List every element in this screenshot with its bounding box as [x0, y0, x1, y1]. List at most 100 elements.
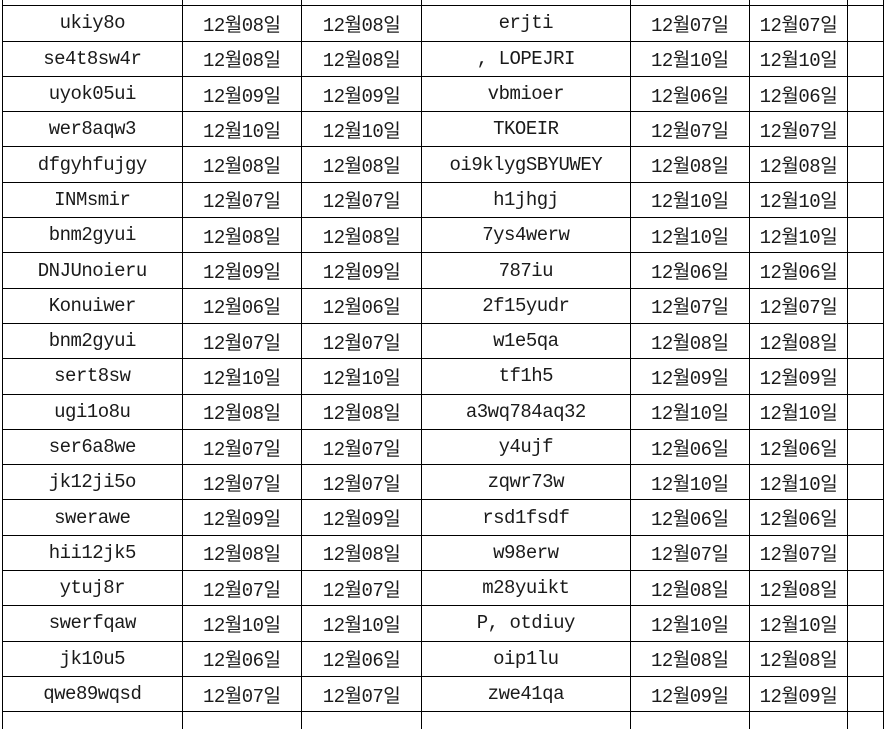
table-cell[interactable]: 12월07일 — [300, 675, 423, 713]
table-cell[interactable]: 12월06일 — [629, 428, 750, 466]
table-cell[interactable]: 12월10일 — [300, 111, 423, 148]
table-cell[interactable]: zwe41qa — [421, 675, 631, 713]
table-cell[interactable]: 12월07일 — [629, 287, 750, 324]
table-cell[interactable]: 12월08일 — [300, 5, 423, 42]
table-cell[interactable] — [846, 5, 884, 42]
table-cell[interactable]: 12월09일 — [300, 75, 423, 113]
table-cell[interactable]: 12월06일 — [300, 640, 423, 677]
table-cell[interactable]: 12월07일 — [748, 111, 848, 148]
table-cell[interactable] — [846, 217, 884, 254]
table-cell[interactable]: 12월10일 — [300, 358, 423, 395]
table-cell[interactable] — [846, 181, 884, 219]
table-cell[interactable]: qwe89wqsd — [2, 675, 183, 713]
table-cell[interactable]: 12월06일 — [748, 428, 848, 466]
table-cell[interactable]: 12월07일 — [629, 111, 750, 148]
table-cell[interactable]: 12월08일 — [300, 393, 423, 430]
table-cell[interactable]: 12월08일 — [629, 640, 750, 677]
table-cell[interactable]: hii12jk5 — [2, 534, 183, 572]
table-cell[interactable] — [846, 322, 884, 360]
table-cell[interactable]: 12월07일 — [181, 428, 302, 466]
table-cell[interactable]: 12월10일 — [748, 393, 848, 430]
table-cell[interactable]: swerfqaw — [2, 605, 183, 642]
table-cell[interactable] — [846, 393, 884, 430]
table-cell[interactable]: 12월09일 — [181, 499, 302, 536]
table-cell[interactable]: 12월06일 — [748, 499, 848, 536]
table-cell[interactable]: 12월08일 — [300, 40, 423, 77]
table-cell[interactable]: 7ys4werw — [421, 217, 631, 254]
table-cell[interactable] — [846, 605, 884, 642]
table-cell[interactable]: 12월07일 — [181, 675, 302, 713]
table-cell[interactable]: 12월06일 — [748, 75, 848, 113]
table-cell[interactable]: ugi1o8u — [2, 393, 183, 430]
table-cell[interactable] — [846, 675, 884, 713]
table-cell[interactable]: 12월07일 — [300, 570, 423, 607]
table-cell[interactable]: a3wq784aq32 — [421, 393, 631, 430]
table-cell[interactable]: 12월10일 — [748, 605, 848, 642]
table-cell[interactable]: 12월09일 — [629, 358, 750, 395]
table-cell[interactable]: w1e5qa — [421, 322, 631, 360]
table-cell[interactable] — [846, 75, 884, 113]
table-cell[interactable]: 12월08일 — [181, 5, 302, 42]
table-cell[interactable]: se4t8sw4r — [2, 40, 183, 77]
table-cell[interactable]: 12월08일 — [748, 570, 848, 607]
table-cell[interactable]: DNJUnoieru — [2, 252, 183, 289]
table-cell[interactable]: 12월07일 — [300, 428, 423, 466]
table-cell[interactable] — [846, 287, 884, 324]
table-cell[interactable]: 12월10일 — [748, 40, 848, 77]
table-cell[interactable]: 12월07일 — [300, 464, 423, 501]
table-cell[interactable]: 12월07일 — [181, 570, 302, 607]
table-cell[interactable]: ytuj8r — [2, 570, 183, 607]
table-cell[interactable]: swerawe — [2, 499, 183, 536]
table-cell[interactable]: INMsmir — [2, 181, 183, 219]
table-cell[interactable]: 12월08일 — [629, 322, 750, 360]
table-cell[interactable]: 12월06일 — [629, 499, 750, 536]
table-cell[interactable]: 12월09일 — [181, 252, 302, 289]
table-cell[interactable]: 12월10일 — [629, 393, 750, 430]
table-cell[interactable] — [846, 534, 884, 572]
table-cell[interactable]: jk12ji5o — [2, 464, 183, 501]
table-cell[interactable] — [846, 358, 884, 395]
table-cell[interactable]: w98erw — [421, 534, 631, 572]
table-cell[interactable]: dfgyhfujgy — [2, 146, 183, 183]
table-cell[interactable]: zqwr73w — [421, 464, 631, 501]
table-cell[interactable] — [421, 711, 631, 729]
table-cell[interactable] — [846, 640, 884, 677]
table-cell[interactable]: 12월09일 — [748, 675, 848, 713]
table-cell[interactable]: 12월06일 — [748, 252, 848, 289]
table-cell[interactable]: wer8aqw3 — [2, 111, 183, 148]
table-cell[interactable] — [300, 711, 423, 729]
table-cell[interactable]: 12월07일 — [748, 534, 848, 572]
table-cell[interactable]: jk10u5 — [2, 640, 183, 677]
table-cell[interactable]: oi9klygSBYUWEY — [421, 146, 631, 183]
table-cell[interactable] — [181, 711, 302, 729]
table-cell[interactable]: vbmioer — [421, 75, 631, 113]
table-cell[interactable]: 12월08일 — [629, 146, 750, 183]
table-cell[interactable]: rsd1fsdf — [421, 499, 631, 536]
table-cell[interactable]: 12월09일 — [748, 358, 848, 395]
table-cell[interactable] — [629, 711, 750, 729]
table-cell[interactable]: bnm2gyui — [2, 217, 183, 254]
table-cell[interactable]: 2f15yudr — [421, 287, 631, 324]
table-cell[interactable]: 12월10일 — [181, 358, 302, 395]
table-cell[interactable]: 12월10일 — [181, 605, 302, 642]
table-cell[interactable]: 12월06일 — [300, 287, 423, 324]
table-cell[interactable]: uyok05ui — [2, 75, 183, 113]
table-cell[interactable]: 12월07일 — [181, 181, 302, 219]
table-cell[interactable]: 12월10일 — [300, 605, 423, 642]
table-cell[interactable]: 12월07일 — [629, 534, 750, 572]
table-cell[interactable]: 12월10일 — [748, 181, 848, 219]
table-cell[interactable]: 12월07일 — [300, 181, 423, 219]
table-cell[interactable]: 12월08일 — [181, 40, 302, 77]
table-cell[interactable] — [846, 464, 884, 501]
table-cell[interactable]: 12월08일 — [748, 322, 848, 360]
table-cell[interactable]: 12월09일 — [629, 675, 750, 713]
table-cell[interactable]: 12월07일 — [748, 5, 848, 42]
table-cell[interactable]: tf1h5 — [421, 358, 631, 395]
table-cell[interactable]: 12월06일 — [181, 287, 302, 324]
table-cell[interactable] — [846, 711, 884, 729]
table-cell[interactable] — [846, 111, 884, 148]
table-cell[interactable] — [2, 711, 183, 729]
table-cell[interactable]: h1jhgj — [421, 181, 631, 219]
table-cell[interactable] — [846, 252, 884, 289]
table-cell[interactable] — [846, 499, 884, 536]
